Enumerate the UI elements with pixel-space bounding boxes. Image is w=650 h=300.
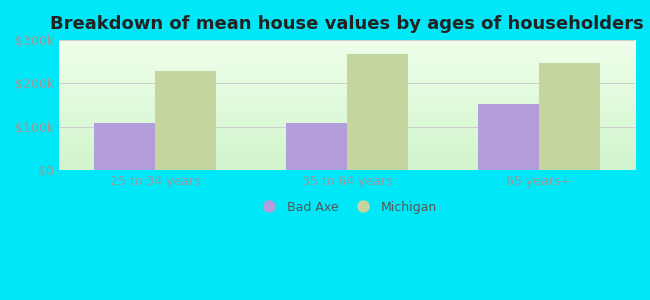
Bar: [94, 122, 155, 170]
Bar: [155, 71, 216, 170]
Title: Breakdown of mean house values by ages of householders: Breakdown of mean house values by ages o…: [50, 15, 644, 33]
Legend: Bad Axe, Michigan: Bad Axe, Michigan: [252, 196, 442, 219]
Bar: [347, 54, 408, 170]
Bar: [539, 63, 601, 170]
Bar: [478, 104, 539, 170]
Bar: [285, 122, 347, 170]
